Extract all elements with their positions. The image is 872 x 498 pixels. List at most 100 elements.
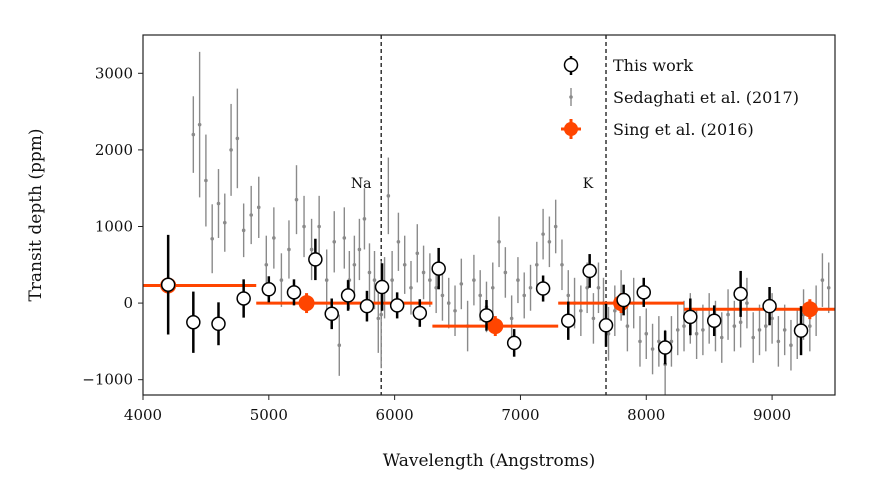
this-work-series [160, 234, 809, 365]
sing-marker [487, 318, 504, 335]
sedaghati-dot [585, 285, 589, 290]
sedaghati-point [241, 203, 246, 258]
y-tick-label: 0 [123, 294, 133, 312]
sedaghati-dot [342, 236, 347, 240]
this-work-point [340, 280, 356, 311]
x-tick-label: 5000 [250, 406, 288, 424]
this-work-marker [211, 316, 226, 332]
sedaghati-dot [210, 236, 214, 241]
sedaghati-dot [490, 285, 495, 290]
sedaghati-point [541, 208, 545, 260]
sedaghati-point [357, 218, 362, 281]
this-work-marker [308, 252, 323, 267]
sedaghati-dot [272, 236, 276, 240]
this-work-marker [359, 298, 375, 314]
sedaghati-dot [682, 324, 686, 328]
sedaghati-point [229, 103, 233, 196]
sedaghati-dot [302, 224, 306, 229]
sedaghati-dot [726, 312, 730, 317]
sedaghati-dot [229, 148, 233, 152]
sedaghati-point [528, 264, 533, 311]
legend-label: This work [613, 56, 693, 75]
sing-point [432, 316, 559, 337]
legend-label: Sing et al. (2016) [613, 120, 754, 139]
y-tick-marks [138, 72, 143, 381]
sedaghati-point [826, 262, 831, 314]
sedaghati-dot [509, 316, 514, 321]
legend: This work Sedaghati et al. (2017) Sing e… [561, 56, 799, 139]
sedaghati-point [396, 212, 401, 271]
sedaghati-dot [776, 339, 781, 344]
sedaghati-point [390, 251, 394, 310]
sedaghati-point [560, 239, 564, 291]
sedaghati-point [197, 51, 202, 198]
this-work-point [324, 298, 339, 330]
this-work-marker [389, 298, 405, 313]
sedaghati-dot [264, 262, 269, 267]
sedaghati-point [726, 289, 730, 340]
sedaghati-dot [547, 240, 552, 244]
sedaghati-dot [770, 316, 774, 321]
sedaghati-dot [446, 301, 451, 305]
this-work-marker [762, 298, 777, 314]
sedaghati-dot [528, 285, 533, 290]
sedaghati-point [372, 251, 377, 310]
this-work-point [733, 270, 748, 317]
sedaghati-dot [249, 213, 254, 217]
sedaghati-dot [309, 247, 314, 252]
sedaghati-dot [294, 197, 299, 202]
this-work-point [598, 303, 614, 347]
sedaghati-dot [396, 240, 401, 244]
sedaghati-dot [764, 324, 768, 328]
sedaghati-dot [596, 285, 601, 290]
this-work-point [506, 329, 522, 357]
sedaghati-point [606, 306, 611, 361]
sedaghati-dot [279, 278, 284, 282]
sedaghati-point [503, 247, 508, 298]
sedaghati-dot [694, 331, 699, 336]
this-work-marker [261, 282, 277, 297]
this-work-marker [598, 318, 614, 333]
sedaghati-dot [362, 217, 367, 221]
sedaghati-point [324, 249, 329, 311]
sedaghati-point [751, 312, 756, 363]
this-work-point [535, 275, 551, 302]
this-work-marker [186, 314, 201, 330]
this-work-marker [616, 292, 631, 308]
sedaghati-point [657, 316, 661, 367]
sedaghati-point [352, 235, 357, 294]
sedaghati-point [490, 262, 495, 314]
x-tick-label: 9000 [753, 406, 791, 424]
sedaghati-point [222, 193, 227, 252]
x-tick-marks [142, 395, 773, 400]
sedaghati-dot [337, 343, 342, 348]
this-work-point [636, 277, 652, 307]
this-work-marker [535, 281, 551, 296]
sedaghati-dot [669, 339, 674, 344]
y-tick-label: −1000 [82, 371, 133, 389]
sedaghati-point [547, 216, 552, 268]
sedaghati-point [317, 195, 321, 258]
sedaghati-dot [751, 335, 756, 340]
this-work-point [561, 301, 576, 340]
this-work-point [261, 276, 277, 303]
this-work-point [706, 305, 722, 337]
sedaghati-point [453, 285, 457, 337]
legend-filled-circle-icon [564, 122, 578, 136]
this-work-marker [636, 285, 652, 300]
sedaghati-point [367, 243, 372, 302]
this-work-point [431, 247, 446, 290]
sedaghati-dot [235, 136, 240, 141]
sedaghati-point [701, 304, 705, 356]
x-tick-label: 6000 [376, 406, 414, 424]
sedaghati-dot [204, 178, 208, 183]
k-annotation: K [583, 176, 594, 192]
sedaghati-point [191, 96, 196, 173]
sedaghati-point [782, 304, 787, 356]
x-tick-label: 7000 [501, 406, 539, 424]
sedaghati-dot [287, 247, 291, 252]
this-work-point [793, 306, 809, 356]
sedaghati-point [757, 304, 762, 356]
sedaghati-dot [606, 331, 611, 336]
sedaghati-dot [386, 194, 391, 198]
